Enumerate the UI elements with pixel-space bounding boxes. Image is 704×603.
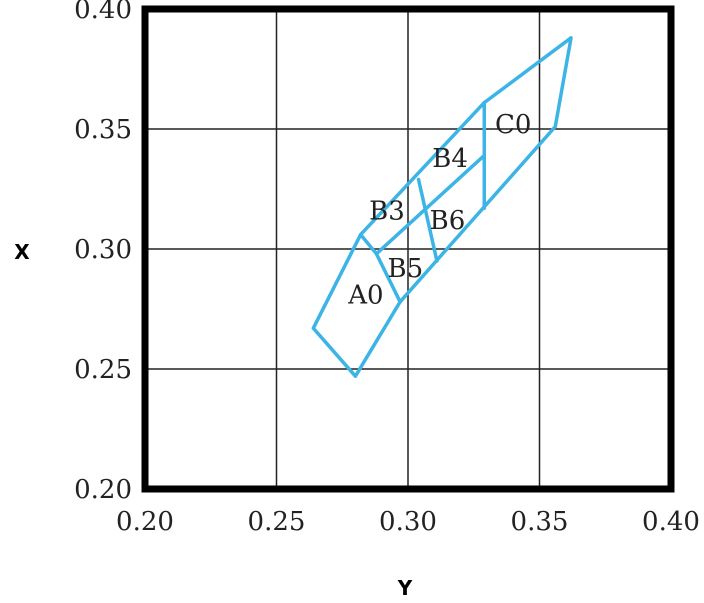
region-divider-0 bbox=[358, 232, 379, 256]
x-axis-title: Y bbox=[397, 576, 413, 600]
region-outline bbox=[311, 36, 573, 378]
x-tick-label-0: 0.20 bbox=[116, 507, 174, 537]
x-tick-label-4: 0.40 bbox=[642, 507, 700, 537]
region-label-b4: B4 bbox=[432, 144, 468, 174]
y-tick-label-2: 0.30 bbox=[74, 235, 132, 265]
plot-frame bbox=[141, 5, 675, 493]
region-divider-3 bbox=[416, 177, 439, 263]
x-tick-label-3: 0.35 bbox=[511, 507, 569, 537]
region-label-b6: B6 bbox=[430, 206, 466, 236]
x-tick-labels: 0.20 0.25 0.30 0.35 0.40 bbox=[116, 507, 700, 537]
y-tick-label-4: 0.40 bbox=[74, 0, 132, 25]
x-tick-label-2: 0.30 bbox=[379, 507, 437, 537]
y-tick-label-0: 0.20 bbox=[74, 475, 132, 505]
y-tick-labels: 0.20 0.25 0.30 0.35 0.40 bbox=[74, 0, 132, 505]
grid-lines bbox=[144, 8, 672, 490]
region-label-a0: A0 bbox=[347, 281, 383, 311]
y-tick-label-3: 0.35 bbox=[74, 115, 132, 145]
region-divider-2 bbox=[374, 153, 487, 256]
region-label-b3: B3 bbox=[369, 197, 405, 227]
region-boundaries bbox=[311, 36, 573, 378]
region-divider-1 bbox=[374, 252, 402, 304]
y-axis-title: X bbox=[14, 240, 30, 264]
region-label-b5: B5 bbox=[388, 254, 424, 284]
y-tick-label-1: 0.25 bbox=[74, 355, 132, 385]
x-tick-label-1: 0.25 bbox=[248, 507, 306, 537]
region-label-c0: C0 bbox=[495, 110, 531, 140]
